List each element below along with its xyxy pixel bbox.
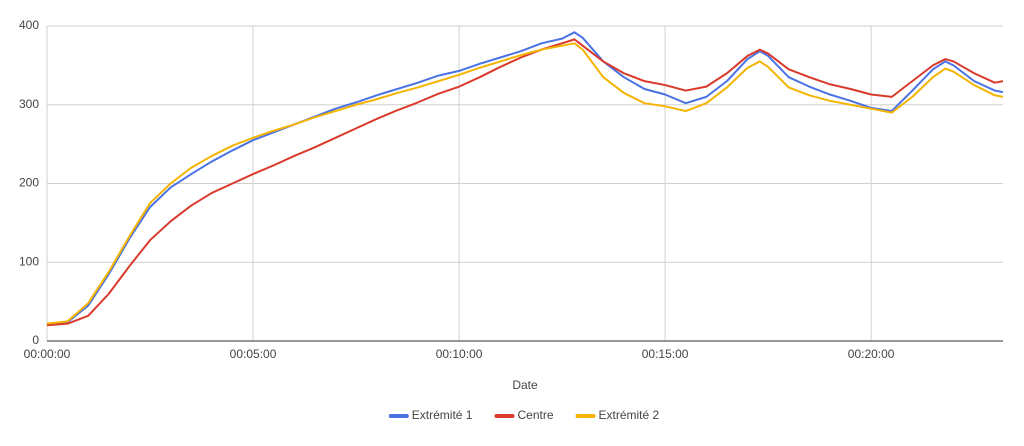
series-line xyxy=(46,38,1004,327)
y-tick-label: 300 xyxy=(19,97,39,111)
y-tick-label: 400 xyxy=(19,18,39,32)
legend-label: Extrémité 1 xyxy=(412,408,473,422)
x-tick-label: 00:00:00 xyxy=(24,347,71,361)
y-tick-label: 100 xyxy=(19,254,39,268)
x-tick-label: 00:15:00 xyxy=(642,347,689,361)
legend-label: Centre xyxy=(517,408,553,422)
y-tick-label: 0 xyxy=(32,333,39,347)
x-tick-label: 00:05:00 xyxy=(230,347,277,361)
x-axis-title: Date xyxy=(512,378,538,392)
series-line xyxy=(46,31,1004,325)
x-tick-label: 00:10:00 xyxy=(436,347,483,361)
legend-label: Extrémité 2 xyxy=(599,408,660,422)
x-tick-label: 00:20:00 xyxy=(848,347,895,361)
y-tick-label: 200 xyxy=(19,176,39,190)
series-line xyxy=(46,42,1004,325)
